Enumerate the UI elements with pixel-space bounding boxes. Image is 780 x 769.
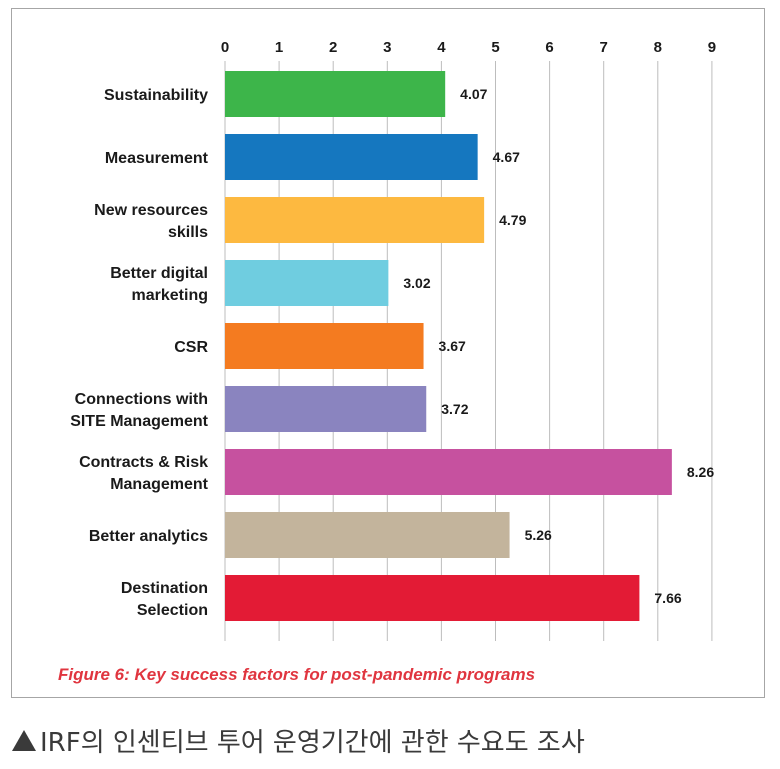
category-label: Sustainability: [104, 87, 208, 104]
x-tick-label: 3: [383, 39, 391, 56]
bar: [225, 323, 424, 369]
bar: [225, 512, 510, 558]
category-label: Management: [110, 476, 208, 493]
bar: [225, 197, 485, 243]
bar: [225, 260, 389, 306]
data-label: 4.67: [493, 149, 520, 165]
bar: [225, 134, 478, 180]
triangle-up-icon: [12, 729, 36, 751]
category-label: skills: [168, 224, 208, 241]
caption-text: IRF의 인센티브 투어 운영기간에 관한 수요도 조사: [40, 727, 585, 758]
x-tick-label: 1: [275, 39, 283, 56]
category-label: CSR: [174, 339, 208, 356]
x-tick-label: 8: [654, 39, 662, 56]
x-tick-label: 5: [491, 39, 499, 56]
data-label: 5.26: [525, 527, 552, 543]
bar-chart: 0 1 2 3 4 5 6 7 8 9 4.07 Sustainability 4.67 Measurem…: [70, 39, 716, 641]
data-label: 7.66: [654, 590, 681, 606]
category-label: SITE Management: [70, 413, 208, 430]
x-tick-label: 0: [221, 39, 229, 56]
category-label: Destination: [121, 580, 208, 597]
x-tick-label: 6: [545, 39, 553, 56]
figure-caption: Figure 6: Key success factors for post-p…: [58, 665, 536, 684]
x-tick-label: 2: [329, 39, 337, 56]
bar: [225, 449, 672, 495]
category-label: marketing: [132, 287, 208, 304]
x-tick-label: 7: [600, 39, 608, 56]
bar: [225, 71, 446, 117]
data-label: 4.07: [460, 86, 487, 102]
data-label: 4.79: [499, 212, 526, 228]
category-label: Better digital: [110, 265, 208, 282]
data-label: 3.72: [441, 401, 468, 417]
chart-frame: 0 1 2 3 4 5 6 7 8 9 4.07 Sustainability 4.67 Measurem…: [11, 8, 765, 698]
category-label: New resources: [94, 202, 208, 219]
category-label: Selection: [137, 602, 208, 619]
data-label: 8.26: [687, 464, 714, 480]
category-label: Connections with: [75, 391, 208, 408]
bar: [225, 386, 427, 432]
data-label: 3.02: [403, 275, 430, 291]
bar: [225, 575, 640, 621]
category-label: Contracts & Risk: [79, 454, 208, 471]
category-label: Better analytics: [89, 528, 208, 545]
data-label: 3.67: [439, 338, 466, 354]
x-tick-label: 4: [437, 39, 446, 56]
category-label: Measurement: [105, 150, 209, 167]
x-tick-label: 9: [708, 39, 716, 56]
page-caption: IRF의 인센티브 투어 운영기간에 관한 수요도 조사: [12, 720, 585, 760]
